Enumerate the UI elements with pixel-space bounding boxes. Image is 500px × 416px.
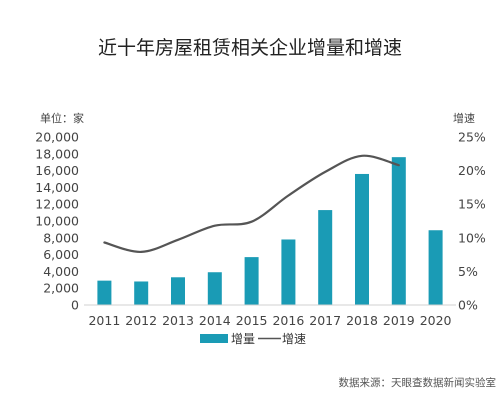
- bar: [355, 173, 369, 305]
- x-tick-label: 2012: [125, 313, 157, 328]
- left-axis-label: 单位：家: [40, 111, 84, 125]
- bar: [244, 257, 259, 305]
- right-tick-label: 10%: [458, 230, 486, 245]
- bar: [428, 230, 443, 305]
- left-tick-label: 0: [71, 298, 79, 313]
- left-tick-label: 14,000: [35, 180, 79, 195]
- legend-bar-swatch: [200, 334, 228, 343]
- left-tick-label: 2,000: [43, 281, 79, 296]
- left-tick-label: 4,000: [43, 264, 79, 279]
- x-tick-label: 2014: [199, 313, 231, 328]
- right-axis-label: 增速: [453, 111, 475, 125]
- x-tick-label: 2016: [272, 313, 304, 328]
- left-tick-label: 6,000: [43, 247, 79, 262]
- right-tick-label: 5%: [458, 264, 478, 279]
- left-tick-label: 12,000: [35, 197, 79, 212]
- bar: [318, 210, 333, 305]
- left-tick-label: 16,000: [35, 163, 79, 178]
- x-tick-label: 2017: [309, 313, 341, 328]
- x-tick-label: 2013: [162, 313, 194, 328]
- x-tick-label: 2019: [383, 313, 415, 328]
- x-axis-ticks: 2011 2012 2013 2014 2015 2016 2017 2018 2019 2020: [88, 313, 451, 328]
- bar: [97, 280, 112, 305]
- right-tick-label: 20%: [458, 163, 486, 178]
- growth-rate-line: [103, 154, 400, 254]
- x-tick-label: 2018: [346, 313, 378, 328]
- x-tick-label: 2011: [88, 313, 120, 328]
- left-tick-label: 10,000: [35, 214, 79, 229]
- chart-title: 近十年房屋租赁相关企业增量和增速: [98, 37, 402, 59]
- bar-series: [97, 157, 443, 305]
- right-tick-label: 25%: [458, 130, 486, 145]
- left-tick-label: 20,000: [35, 130, 79, 145]
- right-axis-ticks: 0% 5% 10% 15% 20% 25%: [458, 130, 486, 313]
- x-tick-label: 2020: [420, 313, 452, 328]
- bar: [171, 277, 185, 305]
- left-tick-label: 18,000: [35, 146, 79, 161]
- bar: [391, 157, 406, 305]
- right-tick-label: 0%: [458, 298, 478, 313]
- bar: [134, 281, 149, 305]
- left-tick-label: 8,000: [43, 230, 79, 245]
- legend: 增量 增速: [200, 332, 306, 346]
- source-note: 数据来源：天眼查数据新闻实验室: [339, 376, 497, 389]
- bar: [207, 272, 222, 305]
- bar: [281, 239, 296, 305]
- legend-bar-label: 增量: [231, 332, 255, 346]
- right-tick-label: 15%: [458, 197, 486, 212]
- x-tick-label: 2015: [236, 313, 268, 328]
- legend-line-label: 增速: [282, 332, 306, 346]
